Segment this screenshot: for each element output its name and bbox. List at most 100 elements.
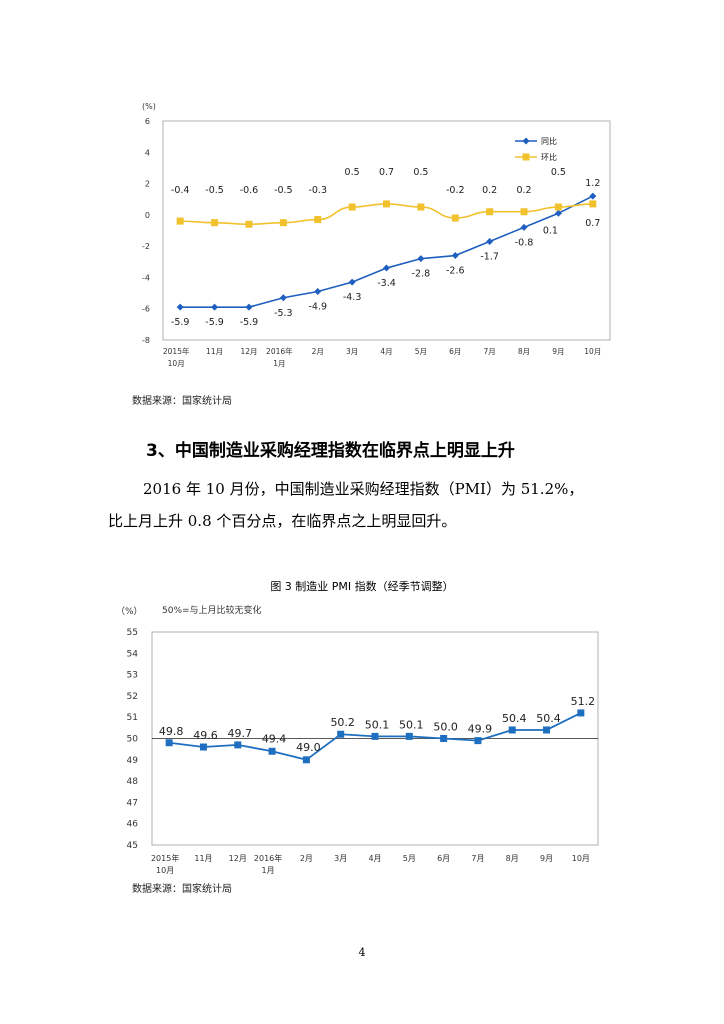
- data-label: -5.9: [240, 317, 259, 328]
- x-tick-label: 7月: [484, 347, 496, 356]
- y-tick-label: -8: [142, 336, 150, 345]
- x-tick-label: 7月: [471, 854, 484, 863]
- chart-yoy-mom: (%) 6 4 2 0 -2 -4 -6 -8 2015年 10月 11月 12月 2016年 1月 2月 3月…: [142, 102, 611, 368]
- x-tick-label: 5月: [415, 347, 427, 356]
- pmi-point: [302, 756, 310, 764]
- y-tick-label: 6: [145, 117, 150, 126]
- data-label: -0.6: [240, 185, 259, 196]
- data-label: 50.4: [536, 712, 561, 725]
- data-label: 0.2: [516, 185, 531, 196]
- data-label: -5.3: [274, 308, 293, 319]
- data-label: -1.7: [480, 251, 499, 262]
- data-label: 50.1: [365, 718, 390, 731]
- chart-pmi: （%） 50%=与上月比较无变化 55 54 53 52 51 50 49 48 47 46 45 201…: [116, 604, 599, 875]
- yoy-point: [520, 223, 528, 231]
- pmi-point: [474, 737, 482, 745]
- data-label: 51.2: [571, 695, 596, 708]
- x-tick-label: 6月: [437, 854, 450, 863]
- mom-point: [383, 200, 390, 208]
- y-tick-label: 0: [145, 211, 150, 220]
- y-tick-label: 53: [127, 671, 138, 681]
- data-label: -4.3: [343, 292, 362, 303]
- mom-point: [486, 208, 494, 216]
- plot-area: [162, 120, 611, 341]
- legend-label: 同比: [541, 136, 557, 146]
- yoy-point: [348, 278, 356, 286]
- data-label: 50.2: [330, 716, 355, 729]
- x-tick-label: 3月: [346, 347, 358, 356]
- yoy-point: [279, 294, 287, 302]
- y-tick-label: 51: [127, 713, 138, 723]
- x-tick-label: 6月: [449, 347, 461, 356]
- data-label: -2.6: [446, 266, 465, 277]
- yoy-point: [554, 209, 562, 217]
- x-tick-label: 2016年: [266, 346, 293, 356]
- data-label: 50.1: [399, 718, 424, 731]
- pmi-point: [199, 743, 207, 751]
- x-tick-label: 1月: [262, 866, 275, 875]
- x-tick-label: 2015年: [163, 346, 190, 356]
- data-label: 0.2: [482, 185, 497, 196]
- data-label: -0.2: [446, 185, 465, 196]
- legend-marker: [522, 153, 530, 161]
- pmi-point: [577, 709, 585, 717]
- chart1-source: 数据来源：国家统计局: [132, 396, 232, 407]
- data-label: -0.3: [308, 185, 327, 196]
- y-tick-label: -4: [142, 273, 150, 282]
- x-tick-label: 3月: [334, 854, 347, 863]
- data-label: 0.5: [345, 167, 360, 178]
- yoy-point: [417, 255, 425, 263]
- pmi-point: [165, 739, 173, 747]
- data-label: 50.4: [502, 712, 527, 725]
- y-tick-label: 2: [145, 180, 150, 189]
- x-tick-label: 9月: [540, 854, 553, 863]
- mom-point: [348, 203, 356, 211]
- pmi-point: [508, 726, 516, 734]
- mom-point: [279, 219, 287, 227]
- data-label: 50.0: [433, 721, 458, 734]
- y-axis-unit: (%): [142, 102, 156, 111]
- x-tick-label: 1月: [273, 359, 285, 368]
- x-tick-label: 12月: [240, 347, 257, 356]
- x-tick-label: 8月: [518, 347, 530, 356]
- data-label: -0.4: [171, 185, 190, 196]
- mom-point: [520, 208, 528, 216]
- x-tick-label: 4月: [380, 347, 392, 356]
- mom-point: [314, 216, 322, 224]
- data-label: -0.5: [205, 185, 224, 196]
- figure3-title: 图 3 制造业 PMI 指数（经季节调整）: [270, 580, 454, 593]
- pmi-point: [337, 730, 345, 738]
- mom-point: [554, 203, 562, 211]
- y-tick-label: 52: [127, 692, 138, 702]
- y-tick-label: 50: [127, 735, 139, 745]
- x-tick-label: 2015年: [151, 853, 179, 863]
- mom-point: [245, 220, 253, 228]
- yoy-point: [314, 288, 322, 296]
- data-label: 0.5: [551, 167, 566, 178]
- x-tick-label: 10月: [168, 359, 185, 368]
- y-tick-label: -6: [142, 305, 150, 314]
- data-label: -0.5: [274, 185, 293, 196]
- mom-point: [451, 214, 459, 222]
- x-tick-label: 4月: [368, 854, 381, 863]
- mom-point: [211, 219, 219, 227]
- data-label: 49.4: [262, 732, 287, 745]
- pmi-point: [543, 726, 551, 734]
- yoy-point: [176, 303, 184, 311]
- pmi-point: [371, 732, 379, 740]
- chart2-source: 数据来源：国家统计局: [132, 884, 232, 895]
- section-heading: 3、中国制造业采购经理指数在临界点上明显上升: [146, 441, 515, 461]
- pmi-point: [234, 741, 242, 749]
- y-tick-label: 48: [127, 777, 139, 787]
- yoy-point: [245, 303, 253, 311]
- data-label: 49.0: [296, 741, 321, 754]
- x-tick-label: 5月: [403, 854, 416, 863]
- y-tick-label: 46: [127, 820, 139, 830]
- y-tick-label: 49: [127, 756, 139, 766]
- data-label: 49.7: [228, 727, 253, 740]
- x-tick-label: 11月: [194, 854, 212, 863]
- y-tick-label: 47: [127, 798, 138, 808]
- mom-point: [417, 203, 425, 211]
- data-label: 1.2: [585, 178, 600, 189]
